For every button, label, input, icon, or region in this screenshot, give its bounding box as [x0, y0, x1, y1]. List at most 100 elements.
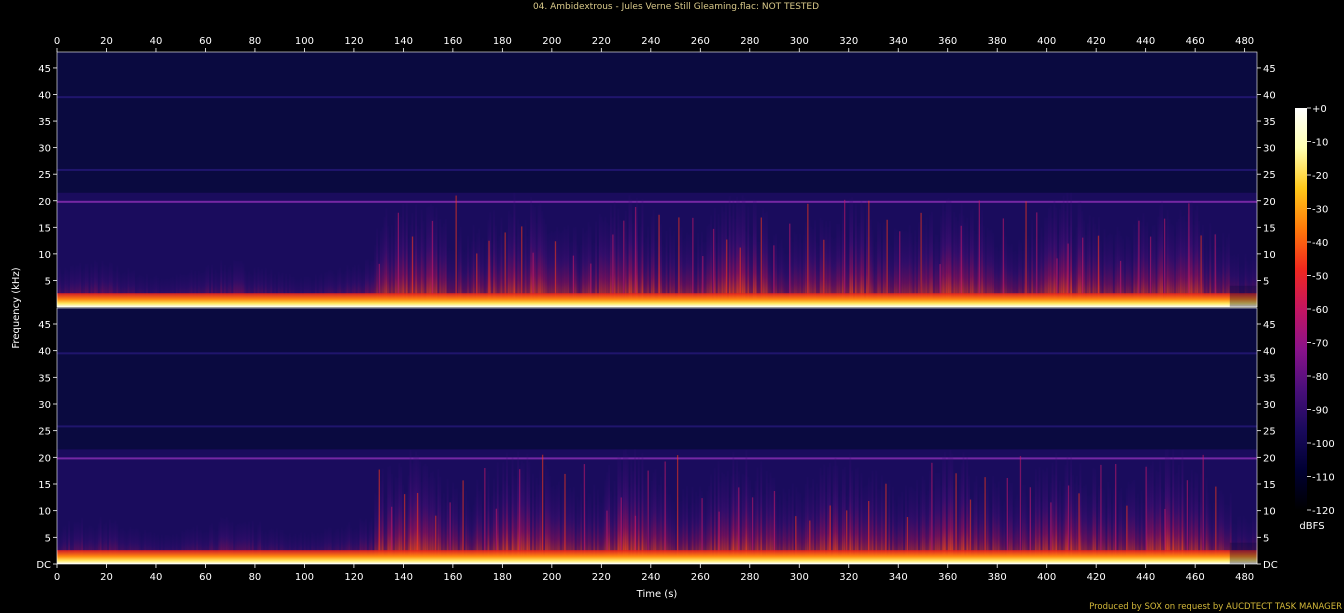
energy-column — [999, 244, 1002, 307]
energy-column — [1090, 493, 1093, 564]
x-tick-label-bottom: 0 — [54, 572, 60, 583]
energy-column — [719, 225, 722, 307]
energy-column — [144, 278, 147, 307]
transient — [809, 520, 811, 564]
energy-column — [1144, 504, 1147, 564]
energy-column — [300, 277, 302, 307]
energy-column — [511, 217, 514, 307]
energy-column — [580, 483, 583, 564]
energy-column — [890, 508, 893, 564]
energy-column — [884, 225, 887, 307]
energy-column — [1211, 508, 1214, 564]
energy-column — [981, 209, 983, 307]
energy-column — [1059, 209, 1061, 307]
transient — [554, 241, 557, 307]
energy-column — [509, 214, 512, 307]
energy-column — [964, 222, 967, 307]
energy-column — [656, 490, 659, 564]
transient — [612, 234, 614, 307]
energy-column — [224, 264, 226, 307]
energy-column — [1008, 482, 1011, 564]
energy-column — [1066, 455, 1069, 564]
energy-column — [185, 275, 187, 307]
transient — [532, 252, 534, 307]
energy-column — [149, 278, 152, 307]
energy-column — [619, 456, 622, 564]
energy-column — [1164, 225, 1167, 307]
energy-column — [1181, 216, 1184, 307]
energy-column — [387, 466, 390, 564]
transient — [969, 499, 972, 564]
energy-column — [854, 203, 857, 307]
energy-column — [1072, 238, 1074, 307]
energy-column — [1168, 219, 1171, 307]
energy-column — [1224, 246, 1227, 307]
energy-column — [680, 227, 683, 307]
energy-column — [257, 266, 260, 307]
energy-column — [92, 266, 95, 307]
energy-column — [389, 465, 392, 564]
energy-column — [704, 502, 707, 564]
x-tick-label-bottom: 420 — [1087, 572, 1106, 583]
energy-column — [77, 265, 80, 307]
energy-column — [789, 495, 792, 564]
energy-column — [422, 465, 425, 564]
energy-column — [994, 483, 996, 564]
energy-column — [155, 535, 158, 564]
energy-column — [600, 503, 603, 564]
energy-column — [1086, 223, 1089, 307]
energy-column — [168, 535, 171, 564]
energy-column — [617, 455, 620, 564]
energy-column — [661, 489, 664, 564]
transient — [718, 511, 720, 564]
transient — [449, 502, 451, 564]
energy-column — [929, 214, 932, 307]
colorbar-tick-label: -90 — [1312, 406, 1328, 417]
energy-column — [1051, 462, 1054, 564]
energy-column — [1149, 465, 1152, 564]
energy-column — [73, 267, 76, 307]
x-tick-label-top: 0 — [54, 36, 60, 47]
energy-column — [491, 495, 494, 564]
energy-column — [1083, 220, 1086, 307]
energy-column — [1112, 488, 1115, 564]
energy-column — [107, 529, 109, 564]
energy-column — [444, 218, 447, 307]
energy-column — [747, 206, 750, 307]
energy-column — [754, 480, 757, 564]
transient — [391, 506, 393, 564]
energy-column — [1175, 221, 1178, 307]
energy-column — [1112, 254, 1115, 307]
energy-column — [1094, 469, 1097, 564]
transient — [773, 490, 776, 564]
energy-column — [281, 272, 284, 307]
energy-column — [142, 534, 145, 564]
energy-column — [736, 196, 739, 307]
energy-column — [1196, 473, 1199, 564]
tone-line — [57, 352, 1257, 355]
energy-column — [1120, 488, 1123, 564]
x-tick-label-bottom: 40 — [150, 572, 163, 583]
energy-column — [830, 496, 833, 564]
transient — [773, 245, 775, 307]
energy-column — [264, 531, 267, 564]
energy-column — [591, 507, 594, 564]
energy-column — [815, 242, 818, 307]
energy-column — [58, 267, 61, 307]
energy-column — [1003, 501, 1006, 564]
x-tick-label-top: 440 — [1136, 36, 1155, 47]
energy-column — [886, 505, 889, 564]
energy-column — [520, 461, 523, 564]
energy-column — [346, 265, 349, 307]
transient — [504, 232, 506, 307]
energy-column — [142, 276, 145, 307]
energy-column — [940, 215, 943, 307]
energy-column — [372, 528, 375, 564]
energy-column — [224, 519, 226, 564]
energy-column — [1190, 469, 1193, 564]
energy-column — [392, 495, 395, 564]
x-tick-label-bottom: 20 — [100, 572, 113, 583]
energy-column — [667, 494, 670, 564]
energy-column — [211, 264, 213, 307]
energy-column — [275, 278, 278, 307]
